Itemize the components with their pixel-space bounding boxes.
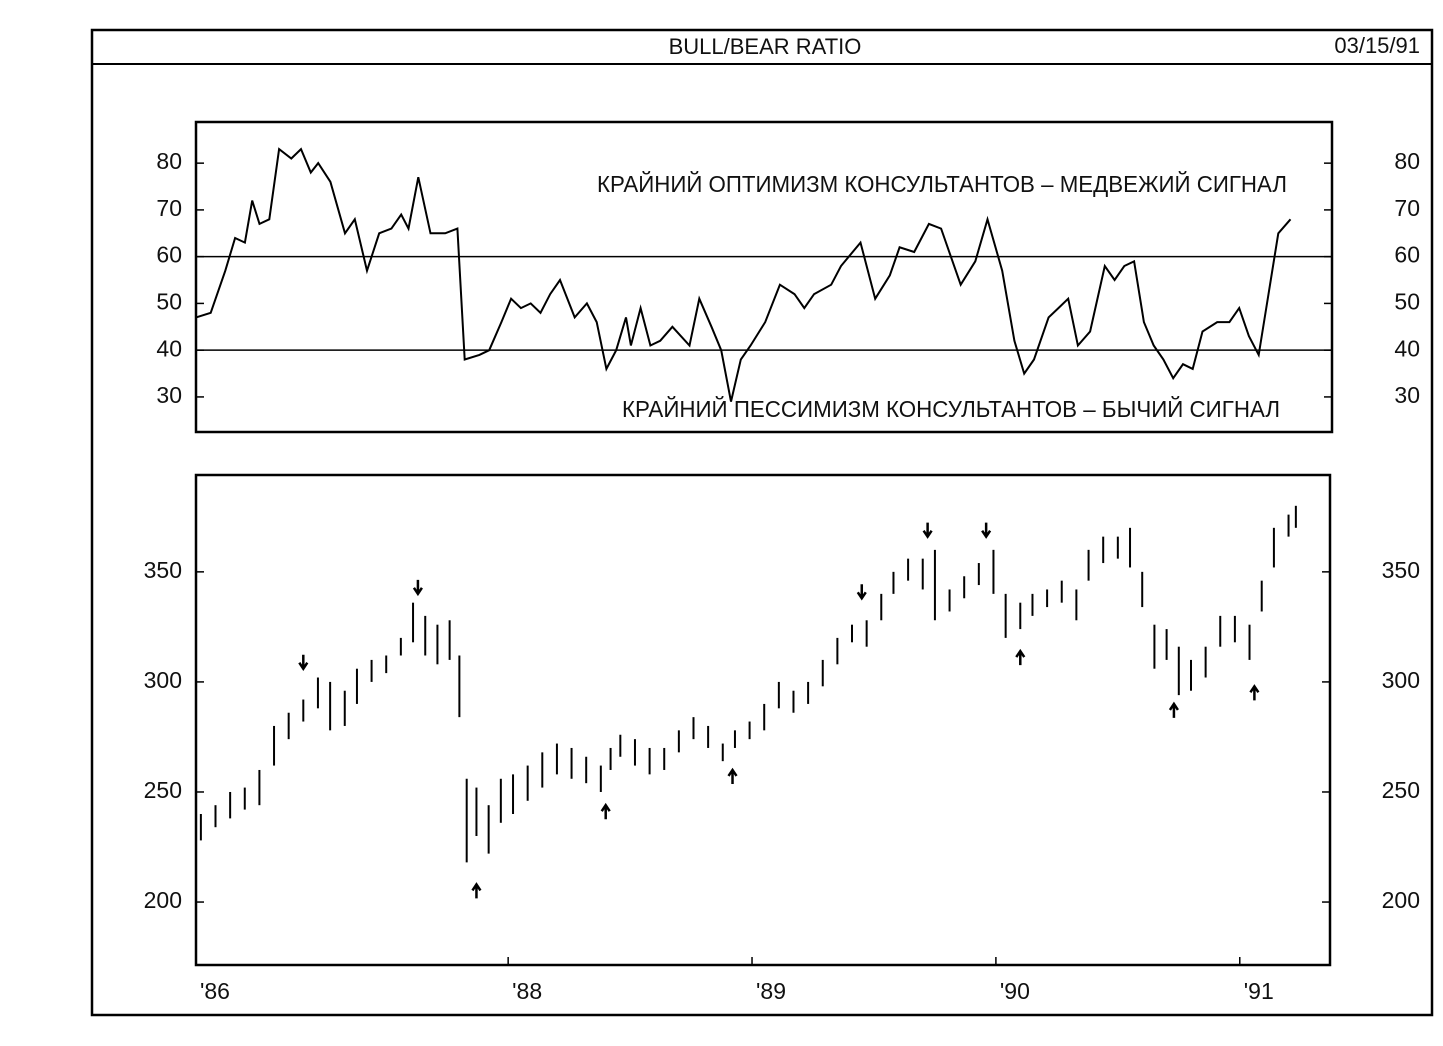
y-tick-label-right: 300 bbox=[1382, 667, 1420, 693]
y-tick-label-right: 250 bbox=[1382, 777, 1420, 803]
x-tick-label: '91 bbox=[1244, 978, 1274, 1004]
y-tick-label-right: 70 bbox=[1394, 195, 1420, 221]
y-tick-label: 50 bbox=[156, 288, 182, 314]
signal-arrow bbox=[727, 767, 738, 784]
ratio-line bbox=[195, 147, 1292, 402]
annotation-bottom: КРАЙНИЙ ПЕССИМИЗМ КОНСУЛЬТАНТОВ – БЫЧИЙ … bbox=[622, 395, 1280, 422]
plot-frame bbox=[194, 120, 1334, 434]
signal-arrow bbox=[1249, 684, 1260, 701]
x-tick-label: '88 bbox=[512, 978, 542, 1004]
signal-arrow bbox=[471, 882, 482, 899]
y-tick-label: 60 bbox=[156, 242, 182, 268]
header-date: 03/15/91 bbox=[1334, 33, 1420, 58]
y-tick-label-right: 350 bbox=[1382, 557, 1420, 583]
y-tick-label-right: 60 bbox=[1394, 242, 1420, 268]
x-tick-label: '89 bbox=[756, 978, 786, 1004]
annotation-top: КРАЙНИЙ ОПТИМИЗМ КОНСУЛЬТАНТОВ – МЕДВЕЖИ… bbox=[597, 170, 1287, 197]
y-tick-label: 300 bbox=[144, 667, 182, 693]
y-tick-label: 250 bbox=[144, 777, 182, 803]
y-tick-label: 200 bbox=[144, 887, 182, 913]
signal-arrow bbox=[981, 522, 992, 539]
plot-frame bbox=[194, 473, 1332, 967]
signal-arrow bbox=[1015, 648, 1026, 666]
signal-arrow bbox=[856, 584, 867, 601]
y-tick-label: 350 bbox=[144, 557, 182, 583]
outer-frame bbox=[90, 28, 1434, 1017]
y-tick-label-right: 30 bbox=[1394, 382, 1420, 408]
signal-arrow bbox=[298, 654, 309, 671]
y-tick-label: 30 bbox=[156, 382, 182, 408]
y-tick-label: 40 bbox=[156, 335, 182, 361]
y-tick-label-right: 200 bbox=[1382, 887, 1420, 913]
signal-arrow bbox=[600, 802, 611, 820]
signal-arrow bbox=[922, 522, 933, 539]
y-tick-label-right: 40 bbox=[1394, 335, 1420, 361]
y-tick-label-right: 80 bbox=[1394, 148, 1420, 174]
x-tick-label: '90 bbox=[1000, 978, 1030, 1004]
y-tick-label-right: 50 bbox=[1394, 288, 1420, 314]
x-tick-label: '86 bbox=[200, 978, 230, 1004]
y-tick-label: 80 bbox=[156, 148, 182, 174]
signal-arrow bbox=[1168, 701, 1179, 718]
header-title: BULL/BEAR RATIO bbox=[669, 34, 862, 59]
y-tick-label: 70 bbox=[156, 195, 182, 221]
signal-arrow bbox=[412, 579, 423, 597]
